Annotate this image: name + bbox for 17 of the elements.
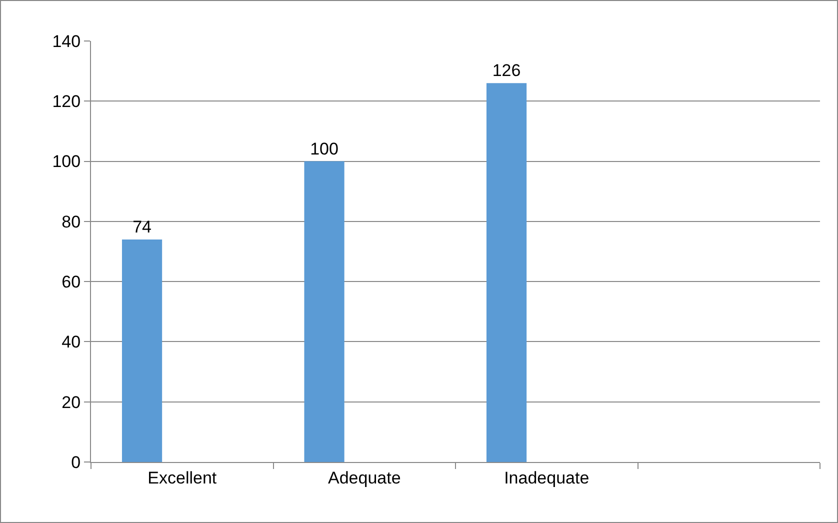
bar — [304, 161, 344, 462]
x-tick-label: Adequate — [328, 468, 401, 488]
data-label: 126 — [492, 61, 521, 80]
bar — [122, 239, 162, 462]
bar — [486, 83, 527, 462]
y-tick-label: 100 — [52, 152, 81, 172]
y-tick-label: 140 — [52, 32, 81, 51]
data-label: 74 — [132, 217, 152, 236]
x-tick-label: Excellent — [148, 468, 217, 488]
y-tick-label: 80 — [62, 212, 81, 232]
y-tick-label: 20 — [62, 392, 81, 412]
y-tick-label: 40 — [62, 332, 81, 352]
y-tick-label: 0 — [71, 452, 81, 472]
data-label: 100 — [310, 139, 338, 158]
x-tick-label: Inadequate — [504, 468, 590, 488]
y-tick-label: 120 — [52, 92, 81, 112]
y-tick-label: 60 — [62, 272, 81, 292]
